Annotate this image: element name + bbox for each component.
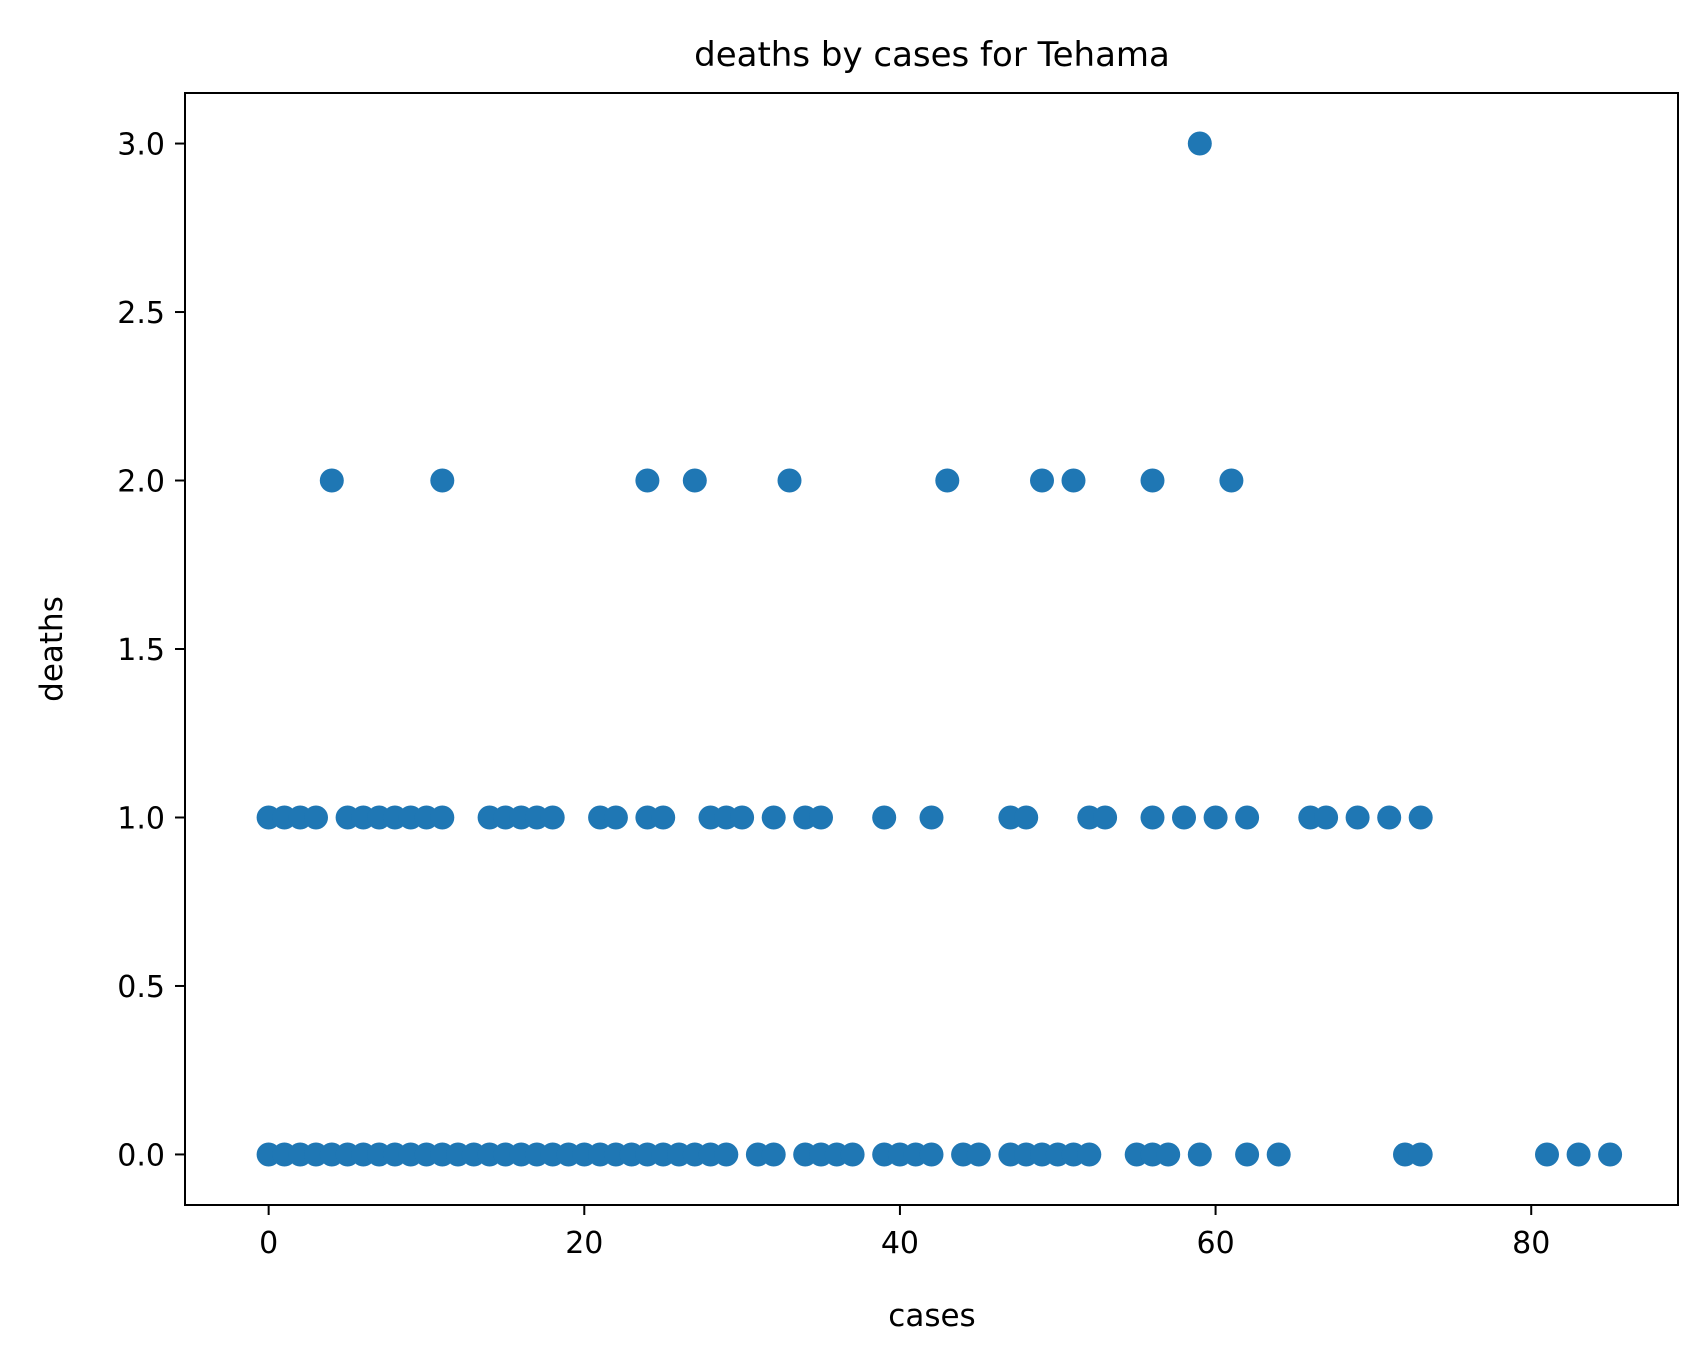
data-point: [809, 805, 833, 830]
y-axis-ticks: 0.0 0.5 1.0 1.5 2.0 2.5 3.0: [117, 128, 185, 1173]
chart-title: deaths by cases for Tehama: [694, 35, 1170, 75]
x-tick-label: 80: [1512, 1226, 1550, 1261]
y-tick-label: 3.0: [117, 128, 165, 163]
data-point: [966, 1142, 991, 1167]
data-point: [1566, 1142, 1591, 1167]
y-tick-label: 1.0: [117, 801, 165, 836]
y-tick-label: 0.0: [117, 1138, 165, 1173]
data-point: [1235, 805, 1260, 830]
y-axis-label: deaths: [34, 596, 70, 702]
data-point: [761, 805, 786, 830]
data-point: [304, 805, 328, 830]
data-point: [840, 1142, 865, 1167]
data-point: [1235, 1142, 1260, 1167]
data-point: [1408, 1142, 1433, 1167]
data-point: [1598, 1142, 1623, 1167]
data-point: [730, 805, 755, 830]
data-point: [540, 805, 565, 830]
data-point: [1061, 468, 1086, 493]
data-point: [1377, 805, 1402, 830]
data-point: [1030, 468, 1054, 493]
data-point: [919, 805, 944, 830]
data-point: [319, 468, 344, 493]
data-point: [1077, 1142, 1102, 1167]
data-points: [256, 131, 1623, 1167]
x-tick-label: 20: [565, 1226, 603, 1261]
data-point: [1219, 468, 1244, 493]
data-point: [1203, 805, 1228, 830]
y-tick-label: 0.5: [117, 970, 165, 1005]
data-point: [603, 805, 628, 830]
data-point: [1093, 805, 1118, 830]
data-point: [651, 805, 676, 830]
data-point: [430, 805, 455, 830]
data-point: [1156, 1142, 1181, 1167]
y-tick-label: 2.5: [117, 296, 165, 331]
data-point: [1314, 805, 1339, 830]
data-point: [1187, 1142, 1212, 1167]
x-tick-label: 40: [881, 1226, 919, 1261]
data-point: [1266, 1142, 1291, 1167]
data-point: [635, 468, 660, 493]
data-point: [919, 1142, 944, 1167]
x-axis-ticks: 0 20 40 60 80: [259, 1205, 1550, 1261]
data-point: [1535, 1142, 1559, 1167]
data-point: [1140, 805, 1165, 830]
data-point: [1014, 805, 1039, 830]
data-point: [872, 805, 897, 830]
data-point: [682, 468, 707, 493]
data-point: [1172, 805, 1196, 830]
y-tick-label: 1.5: [117, 633, 165, 668]
data-point: [430, 468, 455, 493]
data-point: [761, 1142, 786, 1167]
data-point: [1140, 468, 1165, 493]
data-point: [1187, 131, 1212, 156]
x-tick-label: 60: [1196, 1226, 1234, 1261]
data-point: [714, 1142, 739, 1167]
x-axis-label: cases: [888, 1298, 975, 1334]
data-point: [777, 468, 802, 493]
y-tick-label: 2.0: [117, 465, 165, 500]
data-point: [1345, 805, 1370, 830]
data-point: [1408, 805, 1433, 830]
x-tick-label: 0: [259, 1226, 278, 1261]
data-point: [935, 468, 960, 493]
